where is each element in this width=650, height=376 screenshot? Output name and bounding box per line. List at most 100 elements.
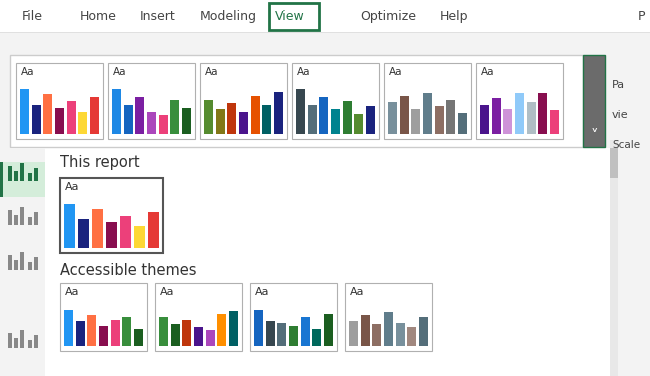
Text: Aa: Aa bbox=[21, 67, 34, 77]
Bar bbox=[217, 314, 226, 346]
Bar bbox=[307, 105, 317, 134]
Bar bbox=[423, 92, 432, 134]
Bar bbox=[526, 102, 536, 134]
Text: Scale: Scale bbox=[612, 140, 640, 150]
Bar bbox=[28, 262, 32, 270]
Bar bbox=[301, 317, 309, 346]
Text: View: View bbox=[275, 10, 305, 23]
Bar bbox=[112, 89, 121, 134]
Bar bbox=[20, 207, 24, 225]
Bar bbox=[79, 112, 87, 134]
Bar bbox=[251, 96, 259, 134]
Text: P: P bbox=[638, 10, 645, 23]
Bar bbox=[278, 323, 286, 346]
Bar bbox=[538, 92, 547, 134]
Bar bbox=[384, 312, 393, 346]
Bar bbox=[8, 166, 12, 181]
Bar bbox=[87, 314, 96, 346]
Bar bbox=[64, 310, 73, 346]
Bar bbox=[20, 330, 24, 348]
Bar bbox=[349, 321, 358, 346]
Bar bbox=[8, 210, 12, 225]
Bar bbox=[92, 209, 103, 248]
Bar bbox=[67, 101, 75, 134]
Bar bbox=[296, 89, 305, 134]
Bar bbox=[111, 320, 120, 346]
Bar bbox=[106, 222, 117, 248]
Text: vie: vie bbox=[612, 110, 629, 120]
Bar bbox=[354, 114, 363, 134]
Text: Modeling: Modeling bbox=[200, 10, 257, 23]
Bar bbox=[200, 63, 287, 139]
Bar bbox=[10, 55, 583, 147]
Bar bbox=[366, 106, 375, 134]
Bar bbox=[159, 115, 168, 134]
Bar bbox=[182, 108, 191, 134]
Bar bbox=[0, 162, 45, 197]
Bar bbox=[14, 171, 18, 181]
Bar bbox=[28, 217, 32, 225]
Bar bbox=[147, 112, 156, 134]
Text: Aa: Aa bbox=[113, 67, 127, 77]
Bar bbox=[8, 333, 12, 348]
Text: Aa: Aa bbox=[481, 67, 495, 77]
Bar bbox=[319, 97, 328, 134]
Bar bbox=[122, 317, 131, 346]
Bar bbox=[28, 340, 32, 348]
Bar bbox=[44, 94, 52, 134]
Text: This report: This report bbox=[60, 155, 140, 170]
Bar bbox=[75, 321, 84, 346]
Bar bbox=[289, 326, 298, 346]
Bar bbox=[0, 148, 45, 376]
Bar bbox=[14, 260, 18, 270]
Bar bbox=[269, 3, 319, 30]
Bar bbox=[435, 106, 444, 134]
Bar bbox=[254, 310, 263, 346]
Text: Accessible themes: Accessible themes bbox=[60, 263, 196, 278]
Bar bbox=[400, 96, 409, 134]
Text: Aa: Aa bbox=[350, 287, 365, 297]
Bar bbox=[90, 97, 99, 134]
Bar bbox=[515, 92, 524, 134]
Bar bbox=[411, 109, 421, 134]
Bar bbox=[0, 162, 3, 197]
Bar bbox=[583, 55, 605, 147]
Text: Help: Help bbox=[440, 10, 469, 23]
Bar bbox=[34, 212, 38, 225]
Bar bbox=[292, 63, 379, 139]
Bar bbox=[60, 283, 147, 351]
Bar bbox=[343, 101, 352, 134]
Bar bbox=[148, 212, 159, 248]
Bar bbox=[135, 97, 144, 134]
Bar bbox=[324, 314, 333, 346]
Bar bbox=[34, 168, 38, 181]
Bar bbox=[34, 257, 38, 270]
Bar bbox=[0, 0, 650, 33]
Bar bbox=[266, 321, 275, 346]
Bar bbox=[476, 63, 563, 139]
Bar bbox=[14, 215, 18, 225]
Bar bbox=[396, 323, 405, 346]
Bar bbox=[216, 109, 225, 134]
Bar bbox=[419, 317, 428, 346]
Bar bbox=[183, 320, 191, 346]
Bar bbox=[45, 148, 610, 376]
Bar bbox=[32, 105, 41, 134]
Text: Aa: Aa bbox=[297, 67, 311, 77]
Bar bbox=[447, 100, 456, 134]
Bar bbox=[120, 216, 131, 248]
Bar bbox=[458, 113, 467, 134]
Bar bbox=[204, 100, 213, 134]
Bar bbox=[28, 173, 32, 181]
Bar bbox=[155, 283, 242, 351]
Bar bbox=[331, 109, 340, 134]
Bar bbox=[108, 63, 195, 139]
Bar bbox=[159, 317, 168, 346]
Bar bbox=[610, 140, 618, 376]
Bar bbox=[14, 338, 18, 348]
Bar bbox=[408, 327, 417, 346]
Text: ˅: ˅ bbox=[590, 129, 598, 144]
Text: Aa: Aa bbox=[65, 182, 79, 192]
Bar bbox=[491, 98, 500, 134]
Text: Aa: Aa bbox=[65, 287, 79, 297]
